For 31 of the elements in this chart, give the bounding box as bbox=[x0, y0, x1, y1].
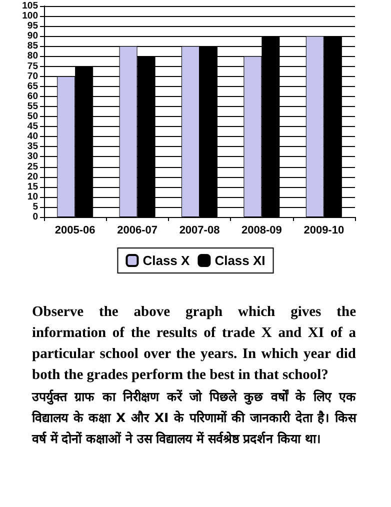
text: Observe the above graph which gives the information of the results of trade X and XI of a particular school over the years. In which year did both the grades perform the best in that school? bbox=[32, 303, 356, 385]
y-tick-label: 90 bbox=[27, 30, 38, 42]
y-tick-label: 35 bbox=[27, 141, 39, 152]
y-tick-label: 105 bbox=[22, 0, 39, 12]
y-tick-label: 60 bbox=[27, 90, 38, 102]
y-tick-label: 0 bbox=[32, 212, 38, 222]
y-tick-label: 10 bbox=[27, 191, 38, 202]
x-tick-label: 2005-06 bbox=[54, 224, 96, 236]
y-tick-label: 95 bbox=[27, 20, 39, 32]
legend-label: Class XI bbox=[214, 253, 266, 268]
y-tick-label: 100 bbox=[22, 10, 38, 22]
y-tick-label: 50 bbox=[27, 111, 38, 122]
y-tick-label: 85 bbox=[27, 40, 39, 52]
y-tick-label: 25 bbox=[27, 161, 39, 172]
y-tick-label: 80 bbox=[27, 50, 38, 62]
y-tick-label: 15 bbox=[27, 181, 39, 192]
y-tick-label: 75 bbox=[27, 60, 39, 72]
x-tick-label: 2006-07 bbox=[117, 224, 158, 236]
y-tick-label: 55 bbox=[27, 100, 39, 112]
legend-label: Class X bbox=[142, 253, 190, 268]
y-tick-label: 30 bbox=[27, 151, 38, 162]
x-tick-label: 2009-10 bbox=[304, 224, 344, 236]
y-tick-label: 5 bbox=[32, 201, 39, 212]
x-tick-label: 2007-08 bbox=[179, 224, 220, 236]
y-tick-label: 65 bbox=[27, 80, 39, 92]
y-tick-label: 45 bbox=[27, 121, 39, 132]
text: उपर्युक्त ग्राफ का निरीक्षण करें जो पिछले कुछ वर्षों के लिए एक विद्यालय के कक्षा X और XI के परिणामों की जानकारी देता है। किस वर्ष में दोनों कक्षाओं ने उस विद्यालय में सर्वश्रेष्ठ प्रदर्शन किया था। bbox=[32, 388, 356, 448]
y-tick-label: 70 bbox=[27, 70, 38, 82]
x-tick-label: 2008-09 bbox=[242, 224, 282, 236]
y-tick-label: 40 bbox=[27, 131, 38, 142]
y-tick-label: 20 bbox=[27, 171, 38, 182]
